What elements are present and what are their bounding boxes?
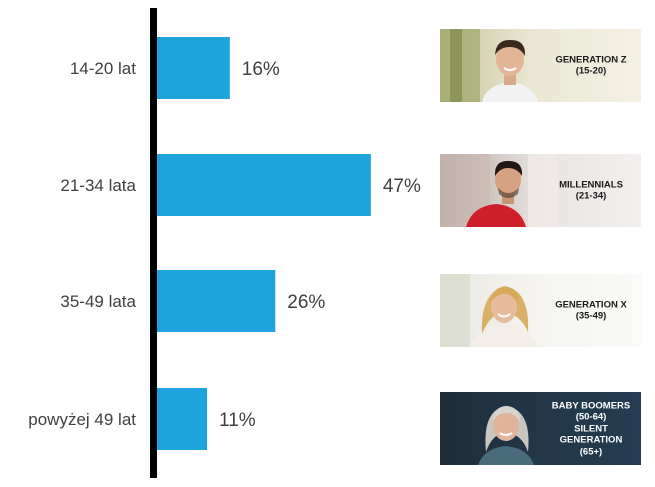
generation-card-x: GENERATION X (35-49) [440, 274, 641, 347]
value-label-2: 47% [383, 176, 421, 197]
category-label-2: 21-34 lata [60, 176, 136, 195]
bar-2 [157, 154, 371, 216]
generation-z-label: GENERATION Z (15-20) [545, 54, 637, 77]
category-label-4: powyżej 49 lat [28, 410, 136, 429]
generation-z-range: (15-20) [575, 65, 607, 77]
silent-generation-name-2: GENERATION [559, 434, 623, 446]
bar-4 [157, 388, 208, 450]
bar-1 [157, 37, 230, 99]
generation-x-label: GENERATION X (35-49) [545, 299, 637, 322]
category-label-3: 35-49 lata [60, 292, 136, 311]
senior-woman-photo [478, 406, 534, 465]
value-label-4: 11% [219, 410, 256, 431]
value-label-1: 16% [242, 59, 280, 80]
category-label-1: 14-20 lat [70, 59, 136, 78]
generation-z-name: GENERATION Z [555, 54, 627, 65]
millennials-range: (21-34) [575, 190, 607, 202]
woman-photo [440, 274, 538, 347]
teen-boy-photo [440, 29, 538, 102]
y-axis-line [150, 8, 157, 478]
millennials-name: MILLENNIALS [559, 179, 623, 190]
boomers-name: BABY BOOMERS [551, 399, 631, 411]
generation-card-boomers: BABY BOOMERS (50-64) SILENT GENERATION (… [440, 392, 641, 465]
boomers-label: BABY BOOMERS (50-64) SILENT GENERATION (… [545, 400, 637, 458]
generation-card-z: GENERATION Z (15-20) [440, 29, 641, 102]
value-label-3: 26% [287, 292, 325, 313]
boomers-range: (50-64) [575, 411, 607, 423]
generation-x-name: GENERATION X [555, 299, 627, 310]
young-man-photo [440, 154, 558, 227]
bar-3 [157, 270, 276, 332]
generation-x-range: (35-49) [575, 310, 607, 322]
silent-generation-name-1: SILENT [574, 422, 608, 434]
millennials-label: MILLENNIALS (21-34) [545, 179, 637, 202]
generation-card-millennials: MILLENNIALS (21-34) [440, 154, 641, 227]
silent-generation-range: (65+) [579, 445, 603, 457]
